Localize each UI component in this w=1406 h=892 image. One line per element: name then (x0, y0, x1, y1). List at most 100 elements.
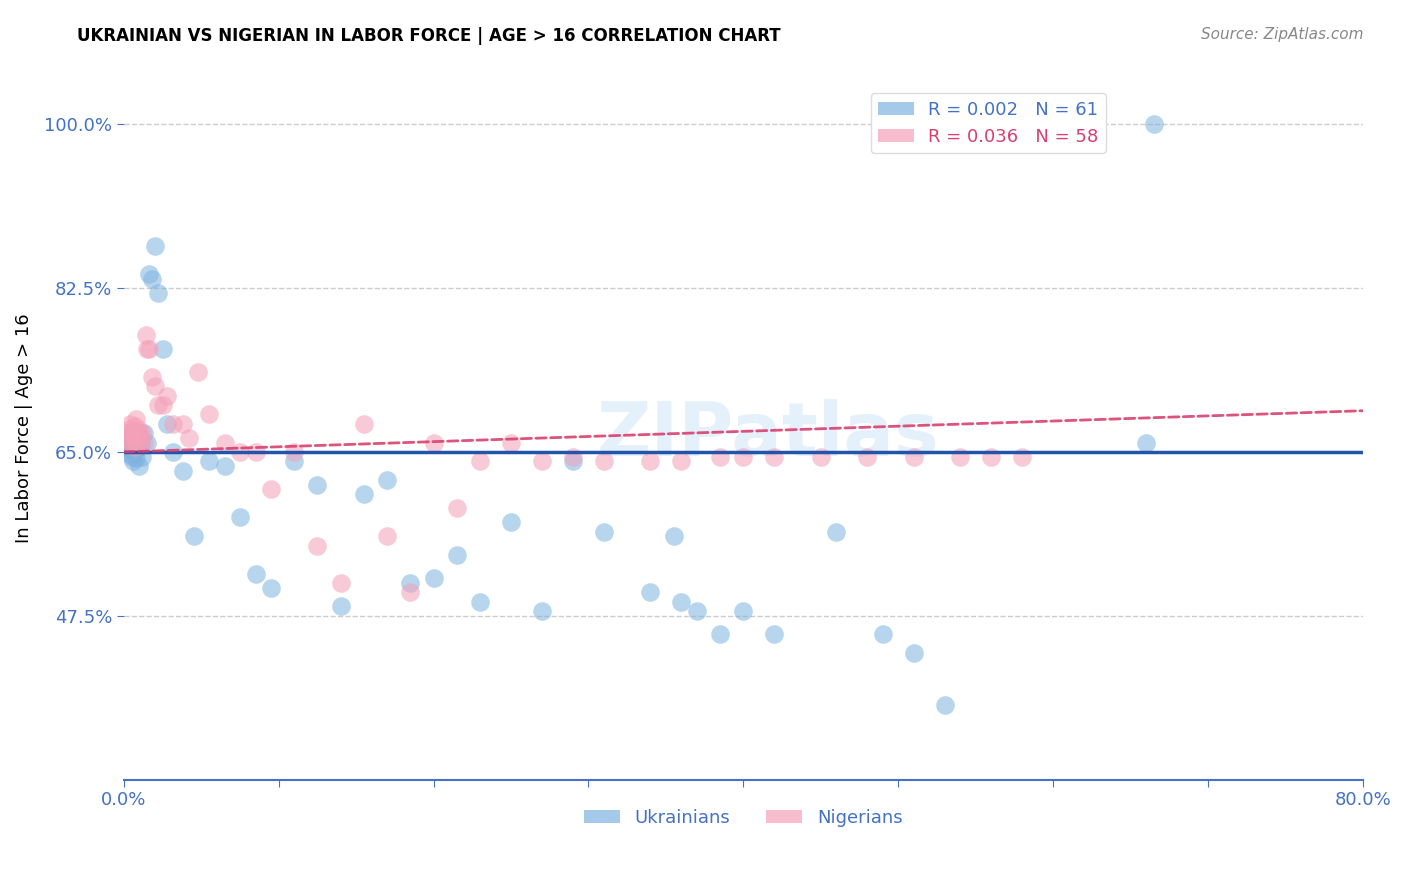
Point (671, 595, 693, 609)
Point (640, 454, 662, 468)
Point (671, 454, 693, 468)
Point (117, 437, 139, 451)
Point (187, 365, 209, 379)
Point (177, 431, 200, 445)
Point (499, 515, 522, 529)
Point (136, 342, 159, 356)
Point (132, 435, 155, 450)
Point (214, 458, 236, 473)
Point (121, 431, 143, 445)
Point (399, 576, 422, 591)
Point (120, 417, 142, 431)
Point (245, 566, 267, 581)
Point (125, 412, 148, 426)
Point (375, 473, 398, 487)
Point (214, 435, 236, 450)
Point (810, 450, 832, 464)
Point (307, 477, 329, 491)
Point (499, 435, 522, 450)
Point (329, 599, 352, 614)
Point (198, 408, 221, 422)
Y-axis label: In Labor Force | Age > 16: In Labor Force | Age > 16 (15, 314, 32, 543)
Point (129, 431, 152, 445)
Point (709, 627, 731, 641)
Point (446, 548, 468, 562)
Point (132, 426, 155, 441)
Point (198, 454, 221, 468)
Point (146, 398, 169, 412)
Point (117, 421, 139, 435)
Point (122, 454, 145, 468)
Point (375, 529, 398, 543)
Point (114, 426, 136, 441)
Point (127, 435, 149, 450)
Point (283, 445, 305, 459)
Point (763, 450, 786, 464)
Point (146, 285, 169, 300)
Point (121, 435, 143, 450)
Point (593, 454, 616, 468)
Point (121, 450, 143, 464)
Point (128, 458, 150, 473)
Point (131, 426, 153, 441)
Point (468, 454, 491, 468)
Point (733, 604, 755, 618)
Point (152, 398, 174, 412)
Point (856, 450, 879, 464)
Point (353, 487, 375, 501)
Point (127, 440, 149, 454)
Point (825, 524, 848, 539)
Point (183, 529, 205, 543)
Point (128, 428, 150, 442)
Point (127, 426, 149, 441)
Point (128, 424, 150, 438)
Point (422, 435, 444, 450)
Point (399, 585, 422, 599)
Point (468, 595, 491, 609)
Point (122, 426, 145, 441)
Point (124, 437, 146, 451)
Point (353, 417, 375, 431)
Point (422, 571, 444, 585)
Point (229, 510, 252, 524)
Point (136, 435, 159, 450)
Point (245, 445, 267, 459)
Point (640, 585, 662, 599)
Point (115, 431, 138, 445)
Text: UKRAINIAN VS NIGERIAN IN LABOR FORCE | AGE > 16 CORRELATION CHART: UKRAINIAN VS NIGERIAN IN LABOR FORCE | A… (77, 27, 780, 45)
Text: ZIPatlas: ZIPatlas (596, 399, 939, 472)
Point (1135, 435, 1157, 450)
Point (662, 529, 685, 543)
Point (152, 342, 174, 356)
Point (709, 450, 731, 464)
Point (562, 454, 585, 468)
Point (156, 417, 179, 431)
Point (141, 370, 163, 384)
Point (949, 450, 972, 464)
Point (141, 271, 163, 285)
Point (172, 417, 194, 431)
Point (903, 450, 925, 464)
Point (283, 454, 305, 468)
Point (124, 445, 146, 459)
Point (162, 417, 184, 431)
Point (138, 267, 160, 281)
Point (172, 464, 194, 478)
Point (129, 435, 152, 450)
Point (593, 524, 616, 539)
Point (156, 389, 179, 403)
Legend: Ukrainians, Nigerians: Ukrainians, Nigerians (576, 801, 910, 834)
Point (143, 379, 166, 393)
Point (114, 435, 136, 450)
Point (733, 450, 755, 464)
Point (307, 539, 329, 553)
Point (143, 239, 166, 253)
Point (260, 581, 283, 595)
Point (530, 454, 553, 468)
Point (260, 483, 283, 497)
Point (124, 418, 146, 433)
Point (329, 576, 352, 591)
Point (135, 327, 157, 342)
Point (162, 445, 184, 459)
Point (562, 450, 585, 464)
